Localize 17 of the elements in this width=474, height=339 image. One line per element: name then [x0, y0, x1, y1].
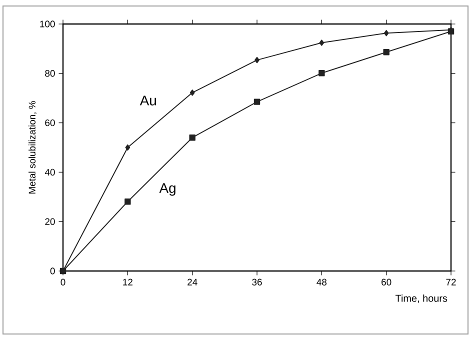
x-tick-label: 36 [252, 278, 262, 286]
y-tick-label: 100 [40, 20, 55, 28]
y-tick-label: 20 [45, 218, 55, 225]
x-tick-label: 0 [60, 278, 66, 286]
x-tick-label: 60 [382, 278, 392, 286]
x-tick-label: 72 [446, 278, 456, 286]
series-label: Ag [159, 183, 176, 196]
x-tick-label: 12 [123, 278, 132, 286]
y-tick-label: 60 [45, 119, 55, 126]
y-axis-title: Metal solubilization, % [28, 101, 37, 194]
x-axis-title: Time, hours [395, 294, 448, 304]
series-label: Au [140, 96, 156, 106]
x-tick-label: 48 [316, 278, 327, 286]
y-tick-label: 80 [45, 70, 55, 77]
y-tick-label: 40 [44, 168, 55, 176]
x-tick-label: 24 [188, 278, 198, 286]
y-tick-label: 0 [50, 268, 55, 274]
